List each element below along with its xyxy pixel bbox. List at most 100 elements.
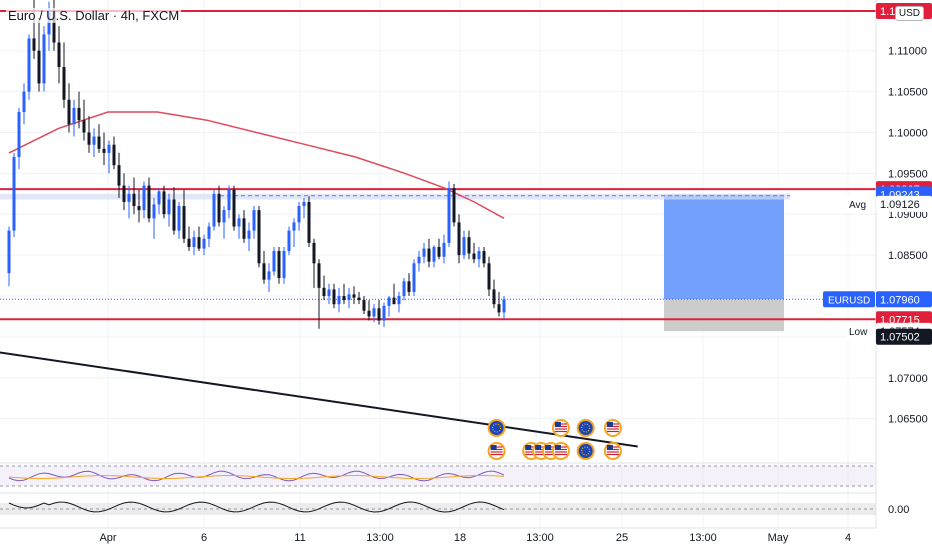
candle-body[interactable]: [7, 230, 11, 274]
price-label-plain[interactable]: [876, 195, 932, 212]
candle-body[interactable]: [217, 193, 221, 223]
candle-body[interactable]: [362, 300, 366, 311]
candle-body[interactable]: [422, 248, 426, 257]
candle-body[interactable]: [172, 199, 176, 231]
candle-body[interactable]: [477, 251, 481, 260]
candle-body[interactable]: [282, 251, 286, 279]
candle-body[interactable]: [387, 297, 391, 306]
candle-body[interactable]: [112, 144, 116, 166]
price-label-blue[interactable]: [876, 291, 932, 308]
candle-body[interactable]: [337, 296, 341, 305]
stop-zone[interactable]: [664, 299, 784, 332]
price-label-dark[interactable]: [876, 328, 932, 345]
candle-body[interactable]: [447, 188, 451, 243]
candle-body[interactable]: [297, 206, 301, 223]
candle-body[interactable]: [32, 38, 36, 51]
candle-body[interactable]: [332, 289, 336, 305]
candle-body[interactable]: [307, 201, 311, 243]
candle-body[interactable]: [62, 67, 66, 100]
candle-body[interactable]: [482, 251, 486, 264]
candle-body[interactable]: [97, 136, 101, 149]
candle-body[interactable]: [312, 242, 316, 264]
candle-body[interactable]: [492, 289, 496, 305]
candle-body[interactable]: [132, 193, 136, 207]
symbol-title[interactable]: Euro / U.S. Dollar · 4h, FXCM: [6, 8, 182, 23]
candle-body[interactable]: [27, 38, 31, 92]
eu-flag-icon[interactable]: [578, 444, 593, 458]
candle-body[interactable]: [152, 204, 156, 219]
candle-body[interactable]: [257, 210, 261, 264]
candle-body[interactable]: [467, 237, 471, 254]
candle-body[interactable]: [162, 191, 166, 215]
candle-body[interactable]: [117, 165, 121, 186]
candle-body[interactable]: [402, 281, 406, 297]
candle-body[interactable]: [187, 238, 191, 247]
candle-body[interactable]: [377, 308, 381, 321]
candle-body[interactable]: [502, 299, 506, 313]
candle-body[interactable]: [272, 251, 276, 272]
candle-body[interactable]: [202, 238, 206, 249]
candle-body[interactable]: [322, 287, 326, 297]
candle-body[interactable]: [212, 193, 216, 227]
candle-body[interactable]: [487, 263, 491, 290]
candle-body[interactable]: [342, 296, 346, 301]
candle-body[interactable]: [252, 210, 256, 231]
candle-body[interactable]: [17, 112, 21, 157]
candle-body[interactable]: [302, 201, 306, 207]
currency-badge[interactable]: USD: [894, 6, 924, 21]
candle-body[interactable]: [142, 185, 146, 211]
candle-body[interactable]: [122, 185, 126, 202]
candle-body[interactable]: [367, 310, 371, 317]
eu-flag-icon[interactable]: [489, 421, 504, 435]
candle-body[interactable]: [457, 222, 461, 256]
candle-body[interactable]: [247, 230, 251, 239]
candle-body[interactable]: [472, 253, 476, 260]
candle-body[interactable]: [12, 156, 16, 231]
candle-body[interactable]: [107, 144, 111, 153]
candle-body[interactable]: [57, 42, 61, 68]
candle-body[interactable]: [82, 120, 86, 133]
candle-body[interactable]: [382, 305, 386, 321]
candle-body[interactable]: [462, 237, 466, 256]
candle-body[interactable]: [397, 296, 401, 305]
candle-body[interactable]: [197, 237, 201, 249]
candle-body[interactable]: [287, 230, 291, 252]
candle-body[interactable]: [87, 132, 91, 145]
candle-body[interactable]: [347, 294, 351, 301]
candle-body[interactable]: [412, 263, 416, 292]
price-axis[interactable]: [876, 0, 932, 550]
candle-body[interactable]: [277, 251, 281, 279]
candle-body[interactable]: [327, 289, 331, 297]
candle-body[interactable]: [442, 242, 446, 257]
candle-body[interactable]: [437, 246, 441, 257]
candle-body[interactable]: [292, 222, 296, 231]
candle-body[interactable]: [357, 297, 361, 301]
candle-body[interactable]: [42, 34, 46, 84]
candle-body[interactable]: [267, 271, 271, 280]
candle-body[interactable]: [177, 206, 181, 231]
candle-body[interactable]: [37, 50, 41, 84]
candle-body[interactable]: [242, 218, 246, 239]
candle-body[interactable]: [207, 226, 211, 239]
candle-body[interactable]: [22, 91, 26, 113]
oscillator-line[interactable]: [8, 501, 505, 513]
candle-body[interactable]: [72, 107, 76, 125]
candle-body[interactable]: [227, 189, 231, 211]
candle-body[interactable]: [262, 263, 266, 280]
candle-body[interactable]: [157, 191, 161, 205]
candle-body[interactable]: [317, 263, 321, 288]
trendline[interactable]: [0, 351, 638, 448]
eu-flag-icon[interactable]: [578, 421, 593, 435]
candle-body[interactable]: [92, 136, 96, 145]
candle-body[interactable]: [432, 246, 436, 262]
candle-body[interactable]: [452, 188, 456, 223]
candle-body[interactable]: [407, 281, 411, 292]
candle-body[interactable]: [417, 256, 421, 264]
candle-body[interactable]: [182, 206, 186, 239]
candle-body[interactable]: [67, 99, 71, 125]
candle-body[interactable]: [237, 218, 241, 227]
candle-body[interactable]: [427, 248, 431, 262]
candle-body[interactable]: [52, 9, 56, 43]
